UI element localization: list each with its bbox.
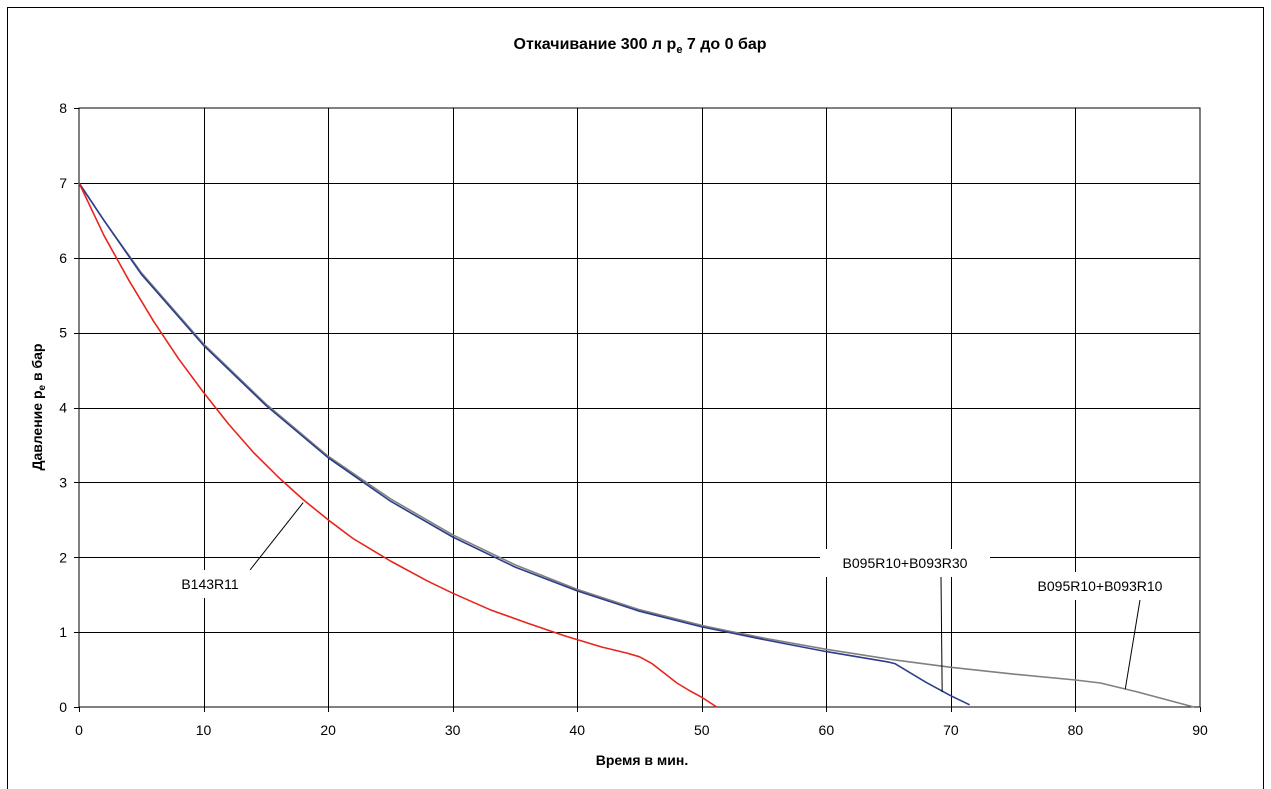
y-tick-label: 7 <box>59 175 67 191</box>
x-tick-label: 80 <box>1068 722 1084 738</box>
x-tick-label: 60 <box>819 722 835 738</box>
y-tick-label: 4 <box>59 400 67 416</box>
series-layer <box>78 182 1195 708</box>
callout-box <box>820 549 990 577</box>
y-axis-title-rest: в бар <box>29 344 45 385</box>
chart-title-subscript: e <box>676 44 682 56</box>
y-axis-title-main: Давление p <box>29 390 45 470</box>
plot-area <box>78 107 1201 708</box>
callout-label: B143R11 <box>181 576 239 592</box>
x-tick-label: 70 <box>943 722 959 738</box>
chart-title-rest: 7 до 0 бар <box>682 36 766 53</box>
x-tick-label: 20 <box>320 722 336 738</box>
ticks-layer: 0 10 20 30 40 50 60 70 80 90 0 1 2 3 4 5 6 7 8 <box>59 100 1208 738</box>
x-tick-label: 40 <box>569 722 585 738</box>
x-tick-label: 30 <box>445 722 461 738</box>
y-axis-title-subscript: e <box>37 384 48 390</box>
annotation-layer: B143R11 B095R10+B093R30 B095R10+B093R10 <box>162 502 1185 693</box>
x-tick-label: 50 <box>694 722 710 738</box>
x-tick-label: 10 <box>196 722 212 738</box>
grid-layer <box>78 107 1201 708</box>
y-tick-label: 6 <box>59 250 67 266</box>
x-axis-title: Время в мин. <box>596 752 688 768</box>
y-tick-label: 8 <box>59 100 67 116</box>
callout-leader-line <box>1124 599 1141 690</box>
y-tick-label: 5 <box>59 325 67 341</box>
chart-title-main: Откачивание 300 л p <box>514 36 677 53</box>
chart-frame <box>7 7 1264 789</box>
chart-title: Откачивание 300 л pe 7 до 0 бар <box>514 36 767 56</box>
callout-leader-line <box>249 502 304 571</box>
series-line-b095r10-b093r10 <box>78 182 1195 708</box>
callout-box <box>162 570 258 598</box>
x-tick-label: 0 <box>75 722 83 738</box>
callout-box <box>1015 572 1185 600</box>
x-tick-label: 90 <box>1192 722 1208 738</box>
callout-label: B095R10+B093R30 <box>843 555 968 571</box>
callout-leader-line <box>940 576 943 693</box>
series-line-b143r11 <box>78 182 718 708</box>
y-tick-label: 3 <box>59 474 67 490</box>
y-axis-title: Давление pe в бар <box>29 344 48 471</box>
y-tick-label: 1 <box>59 624 67 640</box>
y-tick-label: 0 <box>59 699 67 715</box>
y-tick-label: 2 <box>59 549 67 565</box>
series-line-b095r10-b093r30 <box>78 182 970 706</box>
callout-label: B095R10+B093R10 <box>1038 578 1163 594</box>
